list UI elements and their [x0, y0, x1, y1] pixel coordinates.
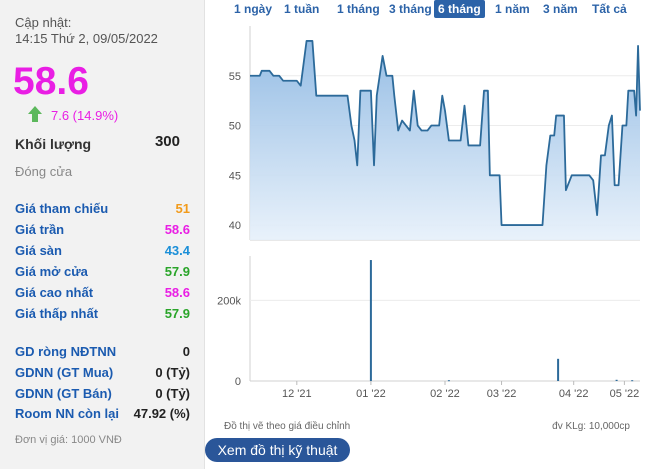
- unit-note: Đơn vị giá: 1000 VNĐ: [15, 434, 122, 446]
- view-technical-chart-button[interactable]: Xem đồ thị kỹ thuật: [205, 438, 350, 462]
- price-row-value: 57.9: [164, 264, 190, 279]
- price-row-label: Giá trần: [15, 222, 65, 237]
- chart-note-left: Đồ thị vẽ theo giá điều chỉnh: [224, 421, 351, 432]
- volume-value: 300: [154, 133, 180, 150]
- price-row: Giá cao nhất 58.6: [15, 285, 190, 303]
- volume-label: Khối lượng: [15, 136, 92, 152]
- x-tick-label: 04 '22: [559, 388, 589, 400]
- tab-period[interactable]: 1 năm: [495, 2, 530, 16]
- price-line: [250, 40, 641, 226]
- chart-note-right: đv KLg: 10,000cp: [552, 421, 630, 432]
- price-row-value: 58.6: [164, 285, 190, 300]
- price-row: Giá trần 58.6: [15, 222, 190, 240]
- price-row-value: 57.9: [164, 306, 190, 321]
- foreign-row: Room NN còn lại 47.92 (%): [15, 406, 190, 424]
- foreign-row: GDNN (GT Bán) 0 (Tỷ): [15, 386, 190, 404]
- volume-bar: [615, 379, 618, 381]
- x-tick-label: 02 '22: [430, 388, 460, 400]
- updated-label: Cập nhật:: [15, 15, 72, 30]
- foreign-row-value: 47.92 (%): [133, 406, 190, 421]
- tab-period[interactable]: 3 năm: [543, 2, 578, 16]
- tab-period[interactable]: 1 tuần: [284, 2, 320, 16]
- volume-bar: [447, 380, 450, 382]
- foreign-row-label: Room NN còn lại: [15, 406, 120, 421]
- x-tick-label: 01 '22: [356, 388, 386, 400]
- volume-bar: [369, 260, 372, 381]
- x-tick-label: 12 '21: [282, 388, 312, 400]
- volume-tick-label: 200k: [217, 295, 241, 307]
- foreign-row-label: GD ròng NĐTNN: [15, 344, 117, 359]
- price-row-label: Giá mở cửa: [15, 264, 88, 279]
- price-tick-label: 45: [229, 170, 241, 182]
- foreign-row-label: GDNN (GT Mua): [15, 365, 114, 380]
- tab-period[interactable]: 1 tháng: [337, 2, 380, 16]
- price-row: Giá mở cửa 57.9: [15, 264, 190, 282]
- close-label: Đóng cửa: [15, 164, 73, 179]
- foreign-row: GDNN (GT Mua) 0 (Tỷ): [15, 365, 190, 383]
- volume-bar: [631, 380, 634, 382]
- tab-period[interactable]: 1 ngày: [234, 2, 273, 16]
- foreign-row: GD ròng NĐTNN 0: [15, 344, 190, 362]
- price-row-value: 58.6: [164, 222, 190, 237]
- tab-period[interactable]: 6 tháng: [434, 0, 485, 18]
- price-row: Giá tham chiếu 51: [15, 201, 190, 219]
- current-price: 58.6: [13, 60, 89, 103]
- updated-time: 14:15 Thứ 2, 09/05/2022: [15, 31, 158, 46]
- price-row-value: 51: [175, 201, 190, 216]
- price-row-label: Giá thấp nhất: [15, 306, 99, 321]
- tab-period[interactable]: 3 tháng: [389, 2, 432, 16]
- foreign-row-value: 0 (Tỷ): [155, 386, 190, 401]
- price-row-value: 43.4: [164, 243, 190, 258]
- x-tick-label: 05 '22: [610, 388, 640, 400]
- price-row-label: Giá tham chiếu: [15, 201, 109, 216]
- price-row-label: Giá cao nhất: [15, 285, 94, 300]
- price-change: 7.6 (14.9%): [51, 108, 119, 123]
- volume-tick-label: 0: [235, 376, 241, 388]
- summary-panel: Cập nhật: 14:15 Thứ 2, 09/05/2022 58.6 7…: [0, 0, 205, 469]
- volume-bar: [557, 358, 560, 381]
- foreign-row-value: 0: [182, 344, 190, 359]
- foreign-row-value: 0 (Tỷ): [155, 365, 190, 380]
- arrow-up-icon: [28, 106, 42, 122]
- price-tick-label: 55: [229, 71, 241, 83]
- price-row-label: Giá sàn: [15, 243, 62, 258]
- price-tick-label: 50: [229, 121, 241, 133]
- price-tick-label: 40: [229, 220, 241, 232]
- tab-period[interactable]: Tất cả: [592, 2, 627, 16]
- price-area: [250, 40, 640, 240]
- price-row: Giá thấp nhất 57.9: [15, 306, 190, 324]
- x-tick-label: 03 '22: [487, 388, 517, 400]
- foreign-row-label: GDNN (GT Bán): [15, 386, 112, 401]
- price-row: Giá sàn 43.4: [15, 243, 190, 261]
